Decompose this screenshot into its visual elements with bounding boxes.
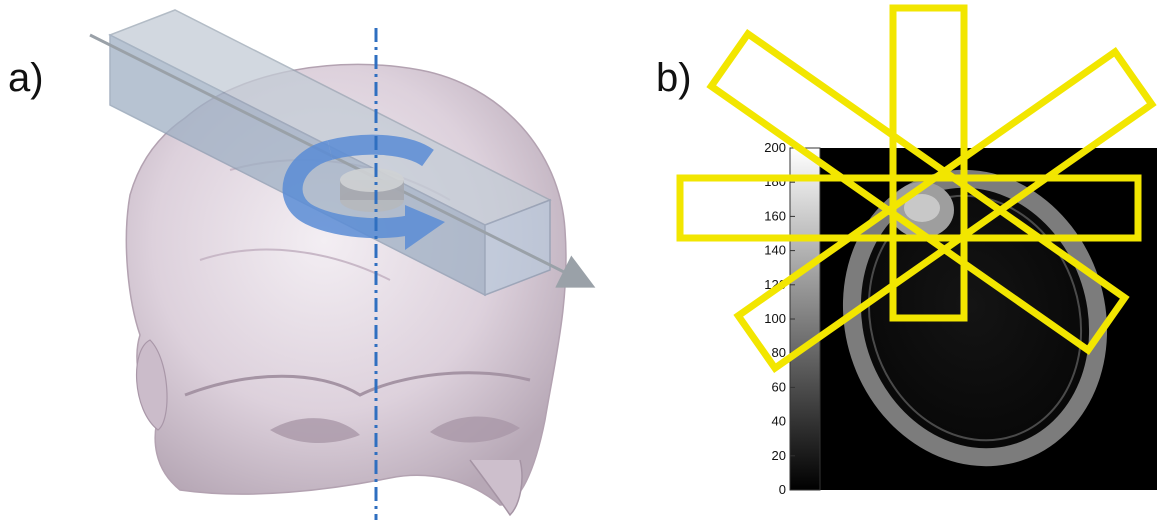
colorbar-tick-label: 160 — [764, 208, 786, 223]
colorbar-tick-label: 20 — [772, 448, 786, 463]
colorbar-tick-label: 40 — [772, 414, 786, 429]
target-cylinder — [340, 168, 404, 212]
colorbar-tick-label: 60 — [772, 379, 786, 394]
colorbar-tick-label: 200 — [764, 140, 786, 155]
colorbar-tick-label: 140 — [764, 243, 786, 258]
colorbar-tick-label: 0 — [779, 482, 786, 497]
colorbar-tick-label: 100 — [764, 311, 786, 326]
